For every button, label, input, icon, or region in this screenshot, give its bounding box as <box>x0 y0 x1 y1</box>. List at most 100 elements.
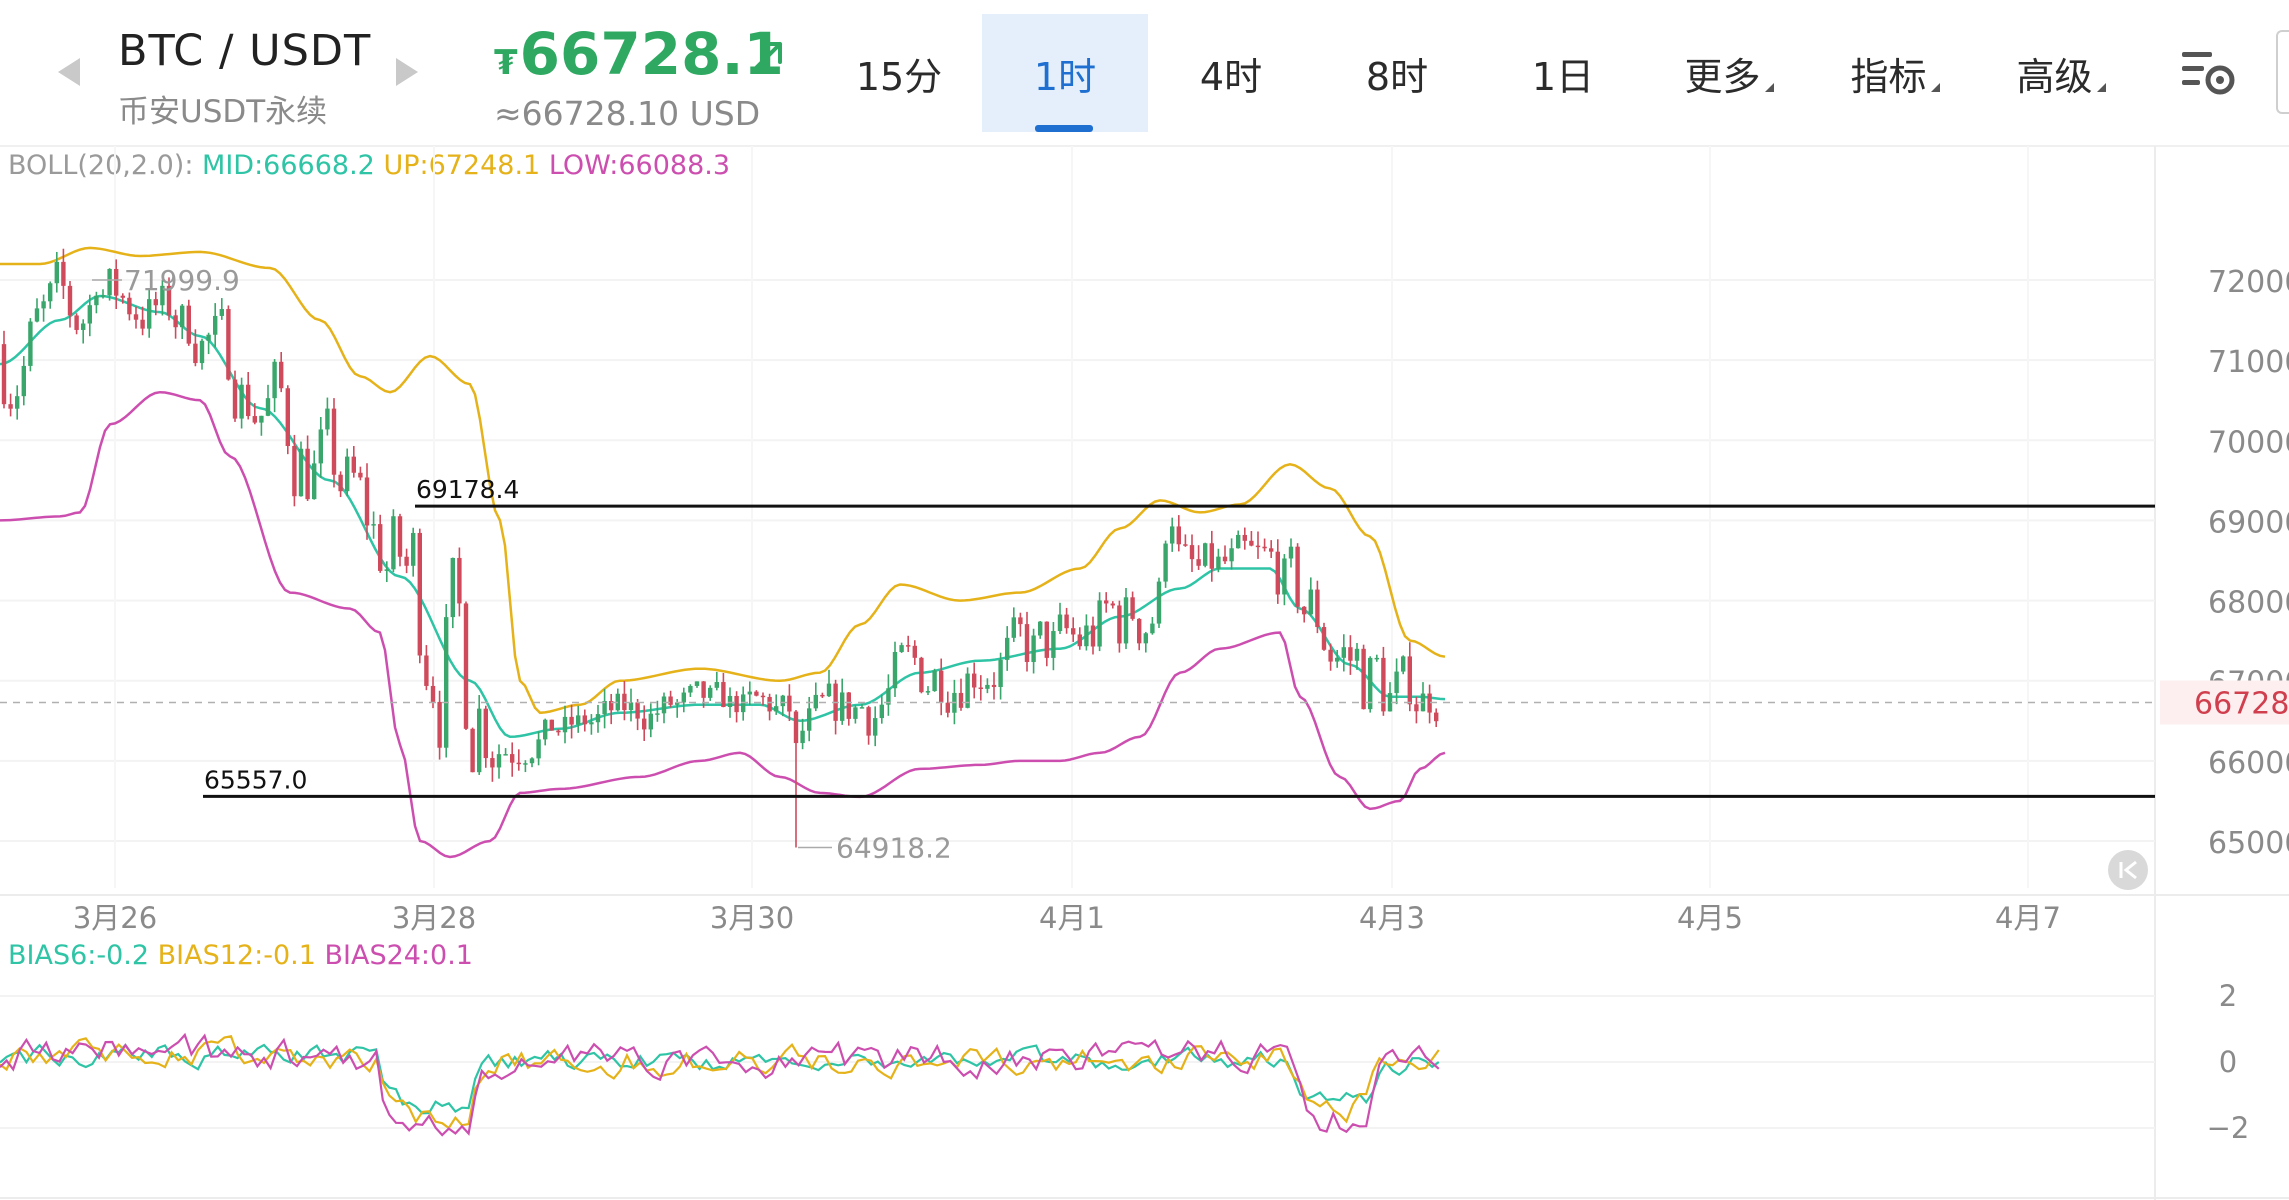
candle-body <box>543 719 548 740</box>
tab-label: 4时 <box>1199 54 1263 99</box>
candle-body <box>444 617 449 748</box>
candle-body <box>279 361 284 389</box>
candle-body <box>767 696 772 712</box>
candle-body <box>675 702 680 705</box>
candle-body <box>569 716 574 725</box>
tab-indicators[interactable]: 指标 <box>1812 14 1978 132</box>
candle-body <box>325 408 330 430</box>
candlesticks <box>1 248 1439 848</box>
candle-body <box>153 299 158 306</box>
candle-body <box>232 379 238 419</box>
price-usd: ≈66728.10 USD <box>494 94 761 133</box>
chart-annotations: 66728. 71999.9 64918.2 <box>0 264 2289 890</box>
previous-pair-icon[interactable] <box>58 58 80 86</box>
candle-body <box>1150 623 1155 634</box>
time-tick-label: 4月5 <box>1677 901 1743 935</box>
dropdown-corner-icon <box>1930 82 1940 92</box>
bias-tick-label: −2 <box>2207 1111 2250 1145</box>
time-tick-label: 4月1 <box>1039 901 1105 935</box>
candle-body <box>1407 656 1412 705</box>
candle-body <box>965 673 970 708</box>
candle-body <box>21 365 26 397</box>
price-chart[interactable]: 69178.4 65557.0 72000 71000 70000 69000 68000… <box>0 136 2289 1200</box>
contract-subtitle: 币安USDT永续 <box>118 94 328 130</box>
tab-1d[interactable]: 1日 <box>1480 14 1646 132</box>
candle-body <box>668 696 673 705</box>
candle-body <box>549 719 554 731</box>
candle-body <box>1209 543 1214 569</box>
candle-body <box>1315 589 1320 628</box>
candle-body <box>133 314 139 320</box>
candle-body <box>807 708 812 731</box>
boll-up: UP:67248.1 <box>383 150 541 181</box>
candle-body <box>463 603 469 729</box>
candle-body <box>562 716 568 733</box>
bias6-line <box>0 1043 1440 1115</box>
candle-body <box>424 655 429 686</box>
time-tick-label: 3月26 <box>73 901 157 935</box>
candle-body <box>1189 545 1195 560</box>
candle-body <box>529 758 535 764</box>
candle-body <box>694 681 700 686</box>
candle-body <box>272 361 277 399</box>
candle-body <box>912 645 917 658</box>
candle-body <box>1222 556 1228 562</box>
candle-body <box>1203 543 1208 566</box>
last-price-value: 66728.1 <box>519 20 784 88</box>
tab-more[interactable]: 更多 <box>1646 14 1812 132</box>
candle-body <box>642 718 647 730</box>
candle-body <box>265 398 271 416</box>
candle-body <box>609 701 614 711</box>
candle-body <box>978 687 983 690</box>
candle-body <box>417 532 422 656</box>
candle-body <box>932 670 937 692</box>
candle-body <box>193 343 198 364</box>
candle-body <box>516 762 521 765</box>
level-label: 69178.4 <box>416 475 519 504</box>
candle-body <box>853 707 858 719</box>
side-panel-handle[interactable] <box>2276 30 2289 114</box>
price-axis: 7200071000700006900068000670006600065000 <box>2208 265 2289 861</box>
tab-8h[interactable]: 8时 <box>1314 14 1480 132</box>
candle-body <box>1097 600 1102 647</box>
candle-body <box>1031 635 1036 663</box>
candle-body <box>87 305 92 324</box>
candle-body <box>939 670 944 703</box>
level-label: 65557.0 <box>204 765 307 794</box>
header-bar: BTC / USDT 币安USDT永续 ₮66728.1 ≈66728.10 U… <box>0 0 2289 136</box>
tab-label: 1日 <box>1531 54 1595 99</box>
current-price-tag <box>2160 680 2289 725</box>
boll-mid: MID:66668.2 <box>202 150 375 181</box>
candle-body <box>661 696 667 714</box>
candle-body <box>100 295 106 297</box>
boll-low-line <box>0 390 1446 859</box>
candle-body <box>589 722 594 725</box>
pair-title[interactable]: BTC / USDT <box>118 26 372 76</box>
price-tick-label: 65000 <box>2208 826 2289 861</box>
candle-body <box>1064 614 1069 629</box>
next-pair-icon[interactable] <box>396 58 418 86</box>
candle-body <box>859 707 865 709</box>
candle-body <box>477 708 482 773</box>
candle-body <box>397 516 403 557</box>
time-tick-label: 3月28 <box>392 901 476 935</box>
candle-body <box>1044 621 1049 658</box>
candle-body <box>199 340 205 364</box>
tab-15m[interactable]: 15分 <box>816 14 982 132</box>
candle-body <box>826 683 832 697</box>
tab-advanced[interactable]: 高级 <box>1978 14 2144 132</box>
chart-settings-icon[interactable] <box>2178 46 2238 100</box>
candle-body <box>358 472 363 478</box>
bias6-value: BIAS6:-0.2 <box>8 940 150 971</box>
candle-body <box>958 692 964 708</box>
candle-body <box>1024 624 1030 663</box>
candle-body <box>1361 648 1366 710</box>
candle-body <box>1051 631 1056 658</box>
candle-body <box>147 299 152 329</box>
tab-4h[interactable]: 4时 <box>1148 14 1314 132</box>
candle-body <box>292 446 297 497</box>
candle-body <box>114 268 119 296</box>
candle-body <box>840 692 845 721</box>
candle-body <box>1262 546 1267 549</box>
tab-1h[interactable]: 1时 <box>982 14 1148 132</box>
